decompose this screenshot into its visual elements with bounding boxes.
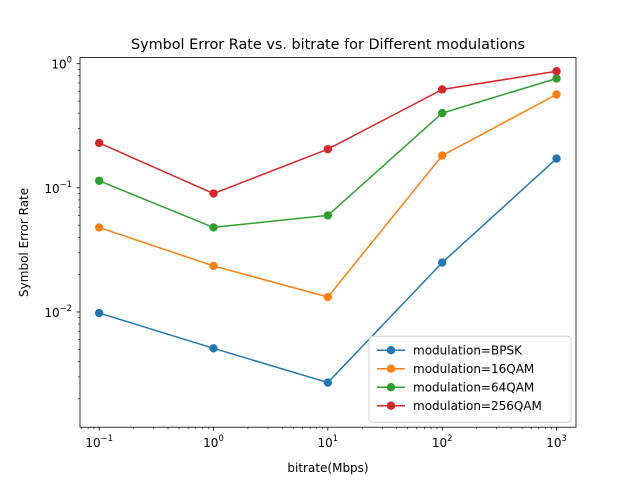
x-tick-label-exponent: 3	[562, 433, 567, 443]
y-tick-label-exponent: −2	[60, 303, 72, 313]
x-tick-label-exponent: 1	[333, 433, 338, 443]
legend-swatch-marker	[386, 401, 396, 410]
data-point-64qam	[94, 176, 104, 185]
series-256qam	[94, 67, 561, 198]
data-point-256qam	[437, 85, 447, 94]
legend-item-16qam: modulation=16QAM	[377, 362, 534, 376]
data-point-bpsk	[437, 258, 447, 267]
x-tick-label-base: 10	[432, 436, 447, 450]
data-point-16qam	[552, 90, 561, 99]
data-point-256qam	[323, 144, 333, 154]
x-tick-label-base: 10	[318, 436, 333, 450]
y-tick-label-base: 10	[44, 182, 59, 196]
legend-label: modulation=256QAM	[413, 399, 542, 413]
legend-item-64qam: modulation=64QAM	[377, 381, 534, 395]
data-point-64qam	[209, 223, 218, 232]
series-layer	[94, 67, 561, 387]
y-axis-label: Symbol Error Rate	[17, 188, 31, 297]
series-bpsk	[94, 154, 561, 387]
x-tick-label-base: 10	[85, 436, 100, 450]
chart-title: Symbol Error Rate vs. bitrate for Differ…	[131, 37, 525, 53]
data-point-bpsk	[552, 154, 561, 163]
legend-item-bpsk: modulation=BPSK	[377, 344, 523, 358]
y-tick-label: 10−2	[44, 303, 72, 320]
data-point-64qam	[437, 108, 447, 118]
x-tick-label-exponent: −1	[101, 433, 113, 443]
data-point-bpsk	[209, 344, 218, 353]
data-point-16qam	[437, 151, 447, 160]
legend-label: modulation=16QAM	[413, 362, 534, 376]
x-tick-label-exponent: 2	[447, 433, 452, 443]
legend-box	[368, 335, 572, 423]
x-tick-label-base: 10	[203, 436, 218, 450]
data-point-bpsk	[94, 308, 104, 318]
legend-item-256qam: modulation=256QAM	[377, 399, 542, 413]
y-tick-label-exponent: 0	[67, 55, 72, 65]
data-point-16qam	[323, 292, 333, 302]
x-tick-label: 103	[546, 433, 567, 450]
legend-label: modulation=64QAM	[413, 381, 534, 395]
data-point-256qam	[552, 67, 561, 76]
data-point-64qam	[552, 74, 561, 83]
legend-label: modulation=BPSK	[413, 344, 523, 358]
y-tick-label-base: 10	[51, 58, 66, 72]
legend-swatch-marker	[386, 346, 396, 355]
x-axis-ticks: 10−1 100 101 102 103	[81, 427, 567, 450]
legend-swatch-marker	[386, 364, 396, 373]
x-axis-label: bitrate(Mbps)	[287, 461, 368, 475]
x-tick-label: 100	[203, 433, 224, 450]
legend: modulation=BPSK modulation=16QAM modulatio…	[368, 335, 572, 423]
x-tick-label-exponent: 0	[218, 433, 223, 443]
y-tick-label: 10−1	[44, 179, 72, 196]
data-point-16qam	[209, 261, 218, 271]
y-tick-label-base: 10	[44, 306, 59, 320]
x-tick-label: 10−1	[85, 433, 113, 450]
legend-swatch-marker	[386, 383, 396, 392]
y-tick-label-exponent: −1	[60, 179, 72, 189]
data-point-bpsk	[323, 378, 333, 387]
x-tick-label-base: 10	[546, 436, 561, 450]
series-64qam	[94, 74, 561, 232]
data-point-64qam	[323, 211, 333, 220]
series-16qam	[94, 90, 561, 302]
data-point-256qam	[209, 189, 218, 198]
data-point-16qam	[94, 223, 104, 232]
data-point-256qam	[94, 138, 104, 148]
x-tick-label: 102	[432, 433, 453, 450]
x-tick-label: 101	[318, 433, 339, 450]
y-tick-label: 100	[51, 55, 72, 72]
